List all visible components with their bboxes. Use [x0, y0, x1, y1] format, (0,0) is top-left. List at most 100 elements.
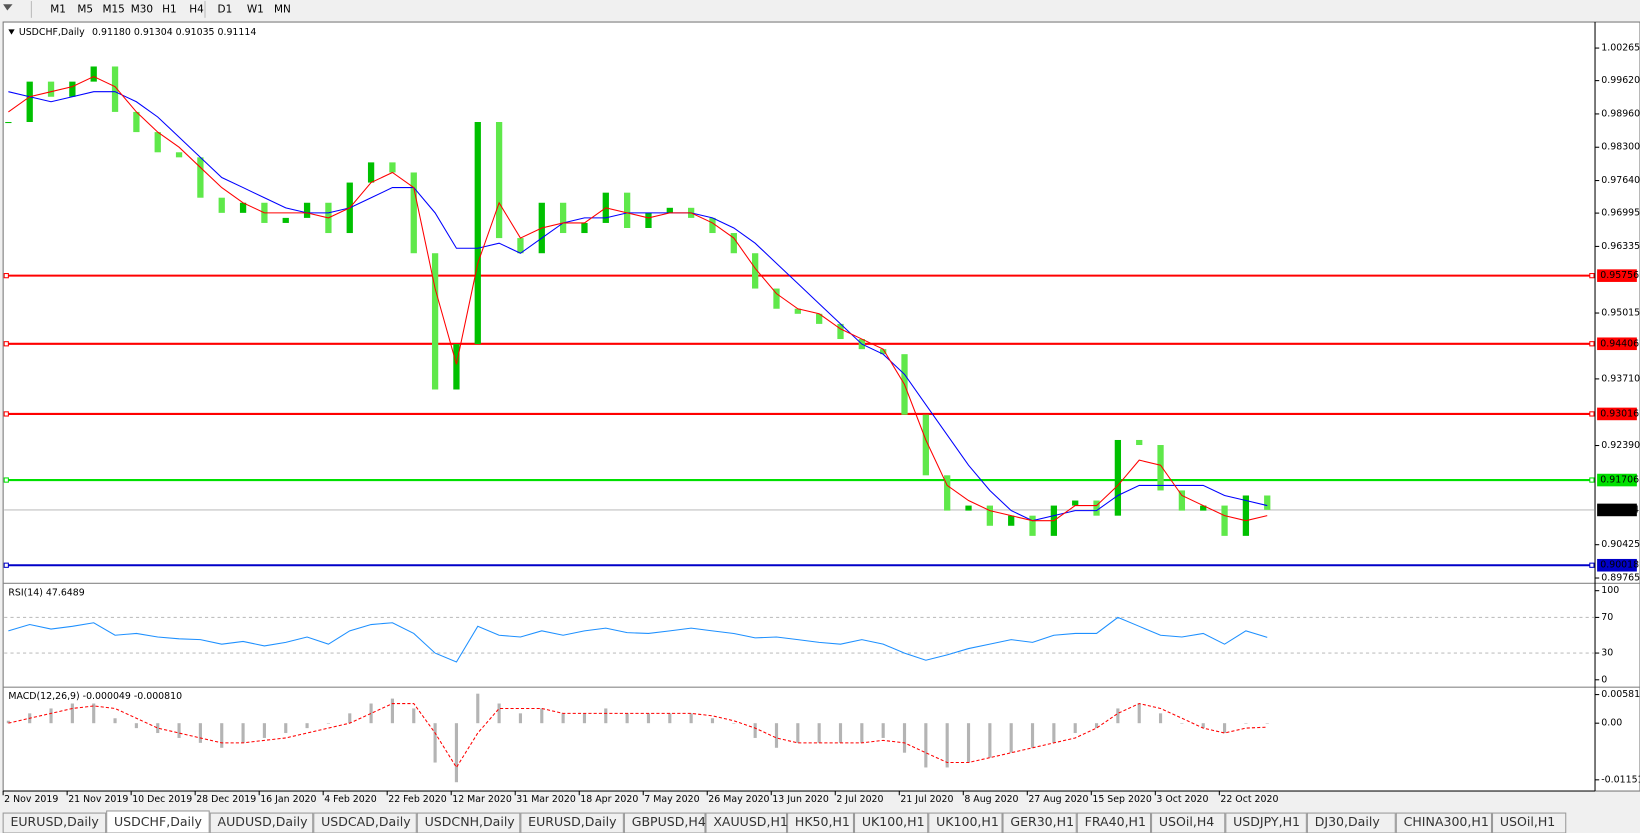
macd-histogram-bar — [326, 723, 330, 724]
macd-histogram-bar — [476, 693, 480, 724]
macd-histogram-bar — [540, 708, 544, 724]
level-handle[interactable] — [3, 341, 9, 347]
tab[interactable]: GBPUSD,H4 — [623, 812, 706, 833]
y-tick-label: 1.00265 — [1601, 43, 1640, 54]
level-label: 0.95756 — [1600, 270, 1639, 281]
macd-histogram-bar — [1244, 723, 1248, 724]
tab-background — [1395, 812, 1493, 833]
level-handle[interactable] — [1589, 273, 1595, 279]
macd-histogram-bar — [518, 713, 523, 724]
candle — [1093, 500, 1100, 516]
timeframe-label: M30 — [131, 3, 153, 15]
timeframe-button[interactable]: W1 — [247, 3, 264, 15]
candle — [495, 122, 503, 239]
timeframe-button[interactable]: M5 — [77, 3, 93, 15]
tab[interactable]: FRA40,H1 — [1076, 812, 1152, 833]
timeframe-button[interactable]: D1 — [218, 3, 233, 15]
level-handle[interactable] — [1589, 562, 1595, 568]
timeframe-button[interactable]: M30 — [131, 3, 153, 15]
tab[interactable]: USDCAD,Daily — [313, 812, 417, 833]
y-tick-label: 0 — [1601, 674, 1607, 685]
tab[interactable]: GER30,H1 — [1002, 812, 1077, 833]
y-tick-label: 70 — [1601, 612, 1613, 623]
tab-background — [313, 812, 417, 833]
level-label-box — [1597, 407, 1637, 421]
y-tick-label: 0.98300 — [1601, 142, 1640, 153]
macd-histogram-bar — [1052, 723, 1056, 743]
x-tick-label: 2 Jul 2020 — [836, 794, 883, 805]
tab[interactable]: UK100,H1 — [928, 812, 1003, 833]
y-tick-label: 0.99620 — [1601, 75, 1640, 86]
macd-histogram-bar — [1073, 723, 1077, 734]
candle — [837, 323, 844, 340]
candle — [965, 505, 972, 511]
macd-histogram-bar — [1009, 723, 1013, 753]
macd-histogram-bar — [92, 703, 96, 724]
tab[interactable]: EURUSD,Daily — [2, 812, 107, 833]
timeframe-button[interactable]: M15 — [102, 3, 124, 15]
macd-histogram-bar — [497, 703, 501, 724]
tab[interactable]: USDJPY,H1 — [1225, 812, 1307, 833]
tab[interactable]: EURUSD,Daily — [520, 812, 624, 833]
tab[interactable]: USDCHF,Daily — [106, 810, 210, 833]
tab-label: USDCAD,Daily — [321, 814, 411, 829]
candle — [559, 202, 567, 234]
tab-background — [623, 812, 706, 833]
candle — [773, 288, 780, 309]
candle — [1221, 505, 1228, 536]
tab-background — [1492, 812, 1567, 833]
level-handle[interactable] — [1589, 341, 1595, 347]
timeframe-button[interactable]: H1 — [162, 3, 177, 15]
candle — [389, 162, 396, 173]
macd-histogram-bar — [966, 723, 971, 763]
candle — [410, 172, 417, 254]
tab-background — [928, 812, 1003, 833]
tab[interactable]: AUDUSD,Daily — [209, 812, 314, 833]
x-tick-label: 31 Mar 2020 — [516, 794, 576, 805]
tab-background — [520, 812, 624, 833]
chart-menu-arrow[interactable] — [8, 29, 15, 35]
level-handle[interactable] — [3, 411, 9, 417]
x-tick-label: 8 Aug 2020 — [964, 794, 1018, 805]
tab[interactable]: XAUUSD,H1 — [705, 812, 788, 833]
candle — [154, 132, 161, 153]
macd-histogram-bar — [1094, 723, 1099, 729]
x-tick-label: 12 Mar 2020 — [452, 794, 512, 805]
tab[interactable]: USOil,H1 — [1492, 812, 1567, 833]
level-handle[interactable] — [1589, 477, 1595, 483]
macd-histogram-bar — [70, 703, 74, 724]
y-tick-label: 100 — [1601, 585, 1619, 596]
tab[interactable]: UK100,H1 — [853, 812, 929, 833]
candle — [623, 192, 631, 228]
macd-histogram-bar — [177, 723, 181, 738]
tab[interactable]: CHINA300,H1 — [1395, 812, 1493, 833]
macd-histogram-bar — [582, 713, 587, 724]
tab-label: UK100,H1 — [862, 814, 925, 829]
macd-histogram-bar — [924, 723, 928, 768]
tab[interactable]: DJ30,Daily — [1306, 812, 1396, 833]
candle — [1242, 495, 1250, 536]
tab[interactable]: USDCNH,Daily — [416, 812, 521, 833]
macd-histogram-bar — [1030, 723, 1035, 748]
timeframe-button[interactable]: M1 — [50, 3, 66, 15]
level-label-box — [1597, 558, 1637, 572]
tab-label: XAUUSD,H1 — [713, 814, 788, 829]
candle — [581, 222, 588, 234]
timeframe-button[interactable]: MN — [274, 3, 291, 15]
level-handle[interactable] — [3, 562, 9, 568]
macd-histogram-bar — [796, 723, 800, 743]
level-handle[interactable] — [3, 477, 9, 483]
macd-histogram-bar — [1116, 708, 1120, 724]
toolbar-icon[interactable] — [3, 4, 13, 11]
candle — [453, 344, 460, 390]
macd-histogram-bar — [1180, 723, 1184, 724]
tab[interactable]: USOil,H4 — [1151, 812, 1226, 833]
level-handle[interactable] — [1589, 411, 1595, 417]
tab[interactable]: HK50,H1 — [787, 812, 854, 833]
candle — [282, 217, 289, 223]
level-label-box — [1597, 473, 1637, 487]
timeframe-button[interactable]: H4 — [189, 3, 204, 15]
candle — [944, 475, 951, 511]
timeframe-label: D1 — [218, 3, 233, 15]
level-handle[interactable] — [3, 273, 9, 279]
